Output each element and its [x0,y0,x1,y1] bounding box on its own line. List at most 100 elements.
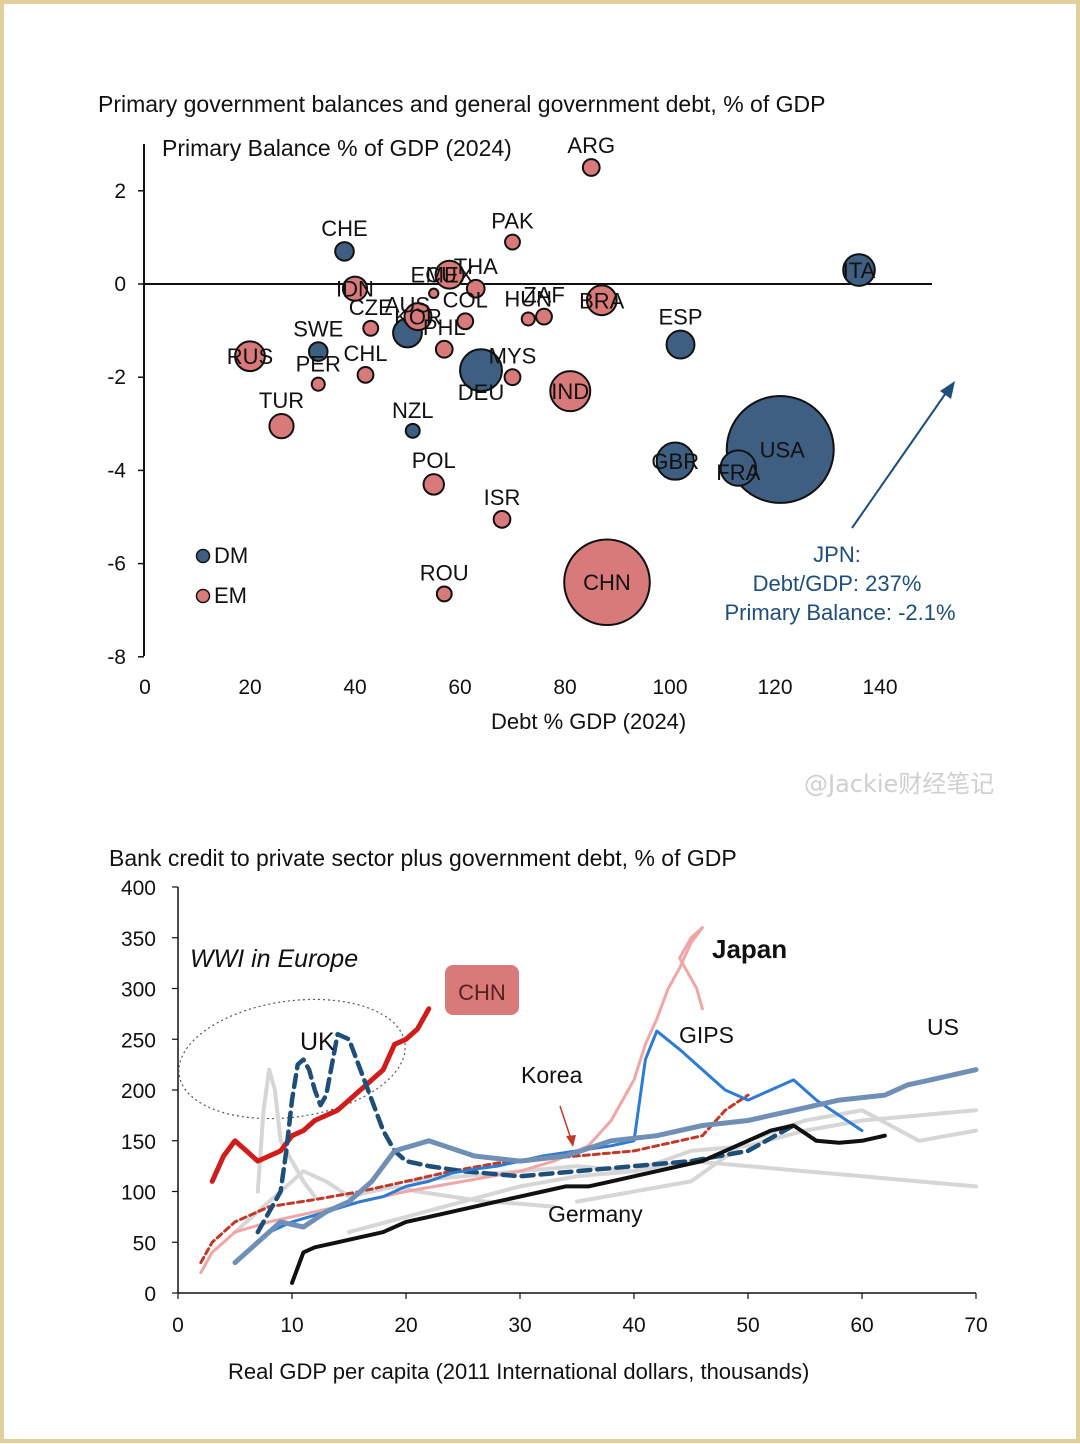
gips-label: GIPS [679,1022,734,1048]
x-tick-label: 50 [736,1314,759,1337]
point-kor [403,302,433,332]
point-zaf [535,307,553,326]
y-tick-label: 350 [121,928,156,951]
series-uk [255,1031,796,1235]
chn-label: CHN [458,980,506,1005]
point-per [310,376,326,392]
point-label-ita: ITA [843,258,876,283]
x-tick-label: 70 [964,1314,987,1337]
y-tick-label: 200 [121,1080,156,1103]
y-tick-label: 0 [144,1283,156,1306]
y-tick-label: 400 [121,877,156,900]
point-nzl [404,422,421,439]
korea-arrow-head [566,1135,576,1147]
point-pol [422,473,445,496]
korea-label: Korea [521,1062,583,1088]
scatter-title: Primary government balances and general … [98,91,825,117]
point-label-mex: MEX [426,263,474,288]
line-title: Bank credit to private sector plus gover… [109,845,737,871]
point-label-rus: RUS [227,344,273,369]
us-label: US [927,1014,959,1040]
point-label-deu: DEU [458,380,504,405]
scatter-points [234,158,876,627]
jpn-arrow [851,389,949,529]
series-us [232,1067,979,1266]
x-tick-label: 20 [238,676,261,699]
y-tick-label: 250 [121,1029,156,1052]
point-cze [362,319,380,337]
y-tick-label: 300 [121,979,156,1002]
y-tick-label: 50 [133,1232,156,1255]
point-label-col: COL [443,287,488,312]
point-fra [719,449,757,487]
point-label-arg: ARG [567,133,615,158]
series-chn [209,1006,432,1184]
point-label-isr: ISR [484,485,521,510]
wwi-europe-label: WWI in Europe [190,945,358,973]
x-tick-label: 40 [343,676,366,699]
x-tick-label: 120 [757,676,792,699]
point-tha [465,278,486,299]
point-label-per: PER [296,352,341,377]
point-label-kor: KOR [394,305,442,330]
legend-em-label: EM [214,583,247,608]
point-label-fra: FRA [716,460,760,485]
series-other-countries-grey [255,1067,317,1199]
point-isr [492,509,512,529]
series-korea [199,1093,750,1265]
point-hun [520,311,536,327]
point-label-aus: AUS [385,293,430,318]
point-label-zaf: ZAF [523,283,565,308]
point-label-esp: ESP [658,305,702,330]
scatter-y-ticks: 2 0 -2 -4 -6 -8 [107,180,144,669]
point-label-hun: HUN [504,286,552,311]
x-tick-label: 60 [448,676,471,699]
line-series [199,926,979,1285]
y-tick-label: -2 [107,366,126,389]
x-tick-label: 40 [622,1314,645,1337]
y-tick-label: 100 [121,1182,156,1205]
point-mex [434,259,465,290]
x-tick-label: 30 [508,1314,531,1337]
x-tick-label: 100 [652,676,687,699]
point-label-nzl: NZL [392,398,434,423]
point-label-pol: POL [412,448,456,473]
point-tur [268,413,295,440]
series-other-countries-grey [347,1108,978,1235]
chn-label-box [445,965,519,1015]
point-mys [503,368,522,387]
point-che [334,241,355,262]
x-tick-label: 80 [553,676,576,699]
legend-dm-marker [195,548,211,564]
scatter-x-axis-label: Debt % GDP (2024) [491,709,686,734]
point-label-chl: CHL [343,341,387,366]
line-x-ticks: 0 10 20 30 40 50 60 70 [172,1293,988,1337]
x-tick-label: 0 [172,1314,184,1337]
x-tick-label: 60 [850,1314,873,1337]
jpn-annotation-line-1: JPN: [813,542,861,567]
wwi-europe-ellipse [178,998,406,1120]
x-tick-label: 0 [139,676,151,699]
point-arg [581,158,601,177]
point-label-mys: MYS [489,343,537,368]
point-bra [585,284,618,317]
point-label-idn: IDN [336,277,374,302]
point-label-cze: CZE [349,295,393,320]
point-label-ind: IND [551,379,589,404]
series-japan [199,926,704,1275]
watermark: @Jackie财经笔记 [804,770,994,798]
point-label-che: CHE [321,216,367,241]
series-germany [290,1123,887,1285]
point-idn [341,275,369,302]
point-phl [434,339,454,359]
point-ita [842,253,876,287]
point-chn [563,538,651,627]
y-tick-label: 150 [121,1131,156,1154]
point-label-tur: TUR [259,388,304,413]
x-tick-label: 140 [862,676,897,699]
y-tick-label: 0 [114,273,126,296]
japan-label: Japan [712,934,787,964]
jpn-arrow-head [940,381,955,399]
